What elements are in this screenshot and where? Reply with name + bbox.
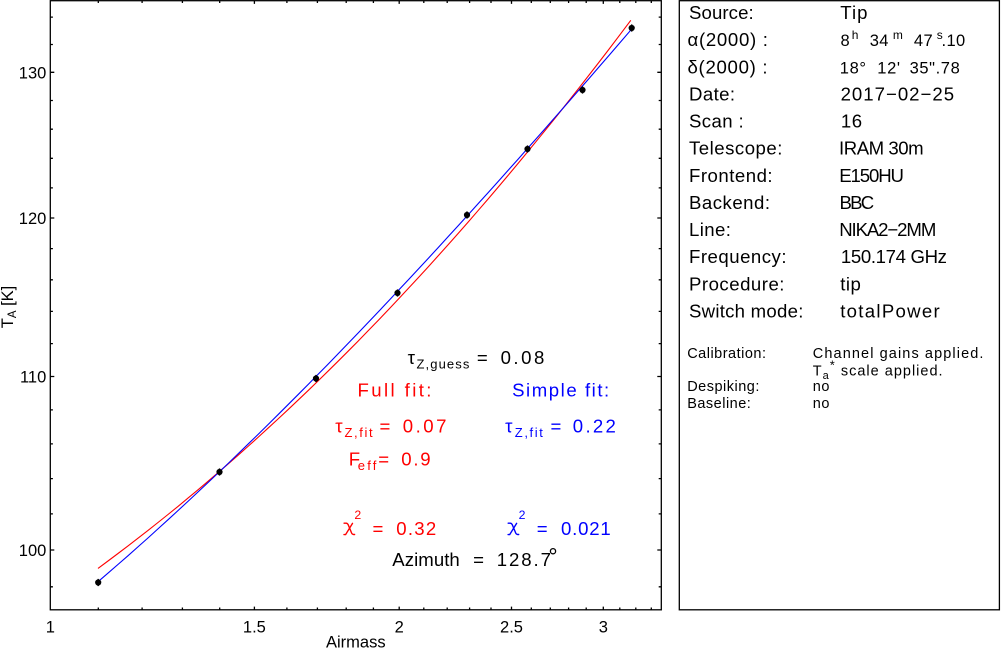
svg-text:0.32: 0.32 — [396, 518, 437, 539]
svg-text:Azimuth: Azimuth — [392, 549, 460, 570]
svg-text:1: 1 — [46, 619, 55, 637]
svg-text:0.021: 0.021 — [561, 518, 612, 539]
svg-text:τ: τ — [408, 347, 416, 368]
svg-text:0.07: 0.07 — [403, 415, 449, 436]
svg-text:100: 100 — [19, 542, 47, 560]
svg-text:Z,fit: Z,fit — [515, 425, 545, 440]
svg-text:=: = — [477, 347, 488, 368]
svg-text:=: = — [373, 518, 384, 539]
svg-text:τ: τ — [505, 415, 513, 436]
svg-text:F: F — [349, 449, 360, 470]
svg-text:TA [K]: TA [K] — [0, 286, 19, 329]
svg-text:Tip: Tip — [840, 2, 868, 23]
svg-text:Simple fit:: Simple fit: — [512, 379, 611, 400]
svg-text:IRAM 30m: IRAM 30m — [839, 138, 923, 159]
svg-text:120: 120 — [19, 210, 47, 228]
svg-text:0.08: 0.08 — [501, 347, 547, 368]
svg-text:2: 2 — [519, 508, 526, 522]
svg-text:Calibration:: Calibration: — [687, 346, 766, 362]
svg-text:0.22: 0.22 — [573, 415, 618, 436]
svg-text:Switch mode:: Switch mode: — [689, 300, 804, 321]
svg-text:0.9: 0.9 — [401, 449, 432, 470]
svg-text:Scan :: Scan : — [689, 111, 744, 132]
svg-text:Telescope:: Telescope: — [689, 138, 783, 159]
svg-text:Procedure:: Procedure: — [689, 273, 785, 294]
svg-text:no: no — [813, 379, 830, 395]
svg-text:1.5: 1.5 — [243, 619, 266, 637]
svg-text:2: 2 — [395, 619, 404, 637]
svg-text:=: = — [378, 449, 389, 470]
svg-text:Date:: Date: — [689, 83, 735, 104]
svg-text:Z,fit: Z,fit — [345, 425, 375, 440]
svg-text:α(2000) :: α(2000) : — [688, 29, 769, 50]
svg-text:eff: eff — [358, 458, 379, 473]
svg-text:totalPower: totalPower — [840, 300, 941, 321]
svg-text:130: 130 — [19, 64, 47, 82]
svg-text:2: 2 — [354, 508, 361, 522]
svg-text:Despiking:: Despiking: — [687, 379, 760, 395]
svg-text:=: = — [551, 415, 562, 436]
svg-text:τ: τ — [335, 415, 343, 436]
svg-text:=: = — [380, 415, 391, 436]
svg-text:no: no — [813, 396, 830, 412]
svg-text:18°12'35".78: 18° 12' 35".78 — [840, 59, 961, 77]
svg-text:2.5: 2.5 — [500, 619, 523, 637]
svg-text:BBC: BBC — [840, 192, 874, 213]
svg-text:E150HU: E150HU — [839, 165, 903, 186]
svg-text:Full fit:: Full fit: — [358, 379, 434, 400]
svg-text:128.7: 128.7 — [497, 549, 553, 570]
svg-text:110: 110 — [20, 369, 46, 387]
svg-text:tip: tip — [840, 273, 861, 294]
svg-text:Backend:: Backend: — [689, 192, 771, 213]
svg-text:16: 16 — [841, 111, 863, 132]
svg-text:δ(2000) :: δ(2000) : — [688, 56, 769, 77]
svg-text:Channel gains applied.: Channel gains applied. — [813, 346, 985, 362]
svg-text:3: 3 — [599, 619, 608, 637]
svg-text:Frontend:: Frontend: — [689, 165, 773, 186]
svg-text:NIKA2−2MM: NIKA2−2MM — [839, 219, 935, 240]
svg-text:Source:: Source: — [689, 2, 754, 23]
svg-text:150.174 GHz: 150.174 GHz — [841, 246, 947, 267]
svg-text:Airmass: Airmass — [326, 634, 386, 650]
svg-text:Frequency:: Frequency: — [689, 246, 787, 267]
svg-text:2017−02−25: 2017−02−25 — [841, 83, 955, 104]
svg-text:Baseline:: Baseline: — [687, 396, 751, 412]
svg-text:Line:: Line: — [689, 219, 731, 240]
svg-text:Z,guess: Z,guess — [417, 357, 471, 372]
svg-text:=: = — [473, 549, 484, 570]
svg-text:=: = — [537, 518, 548, 539]
